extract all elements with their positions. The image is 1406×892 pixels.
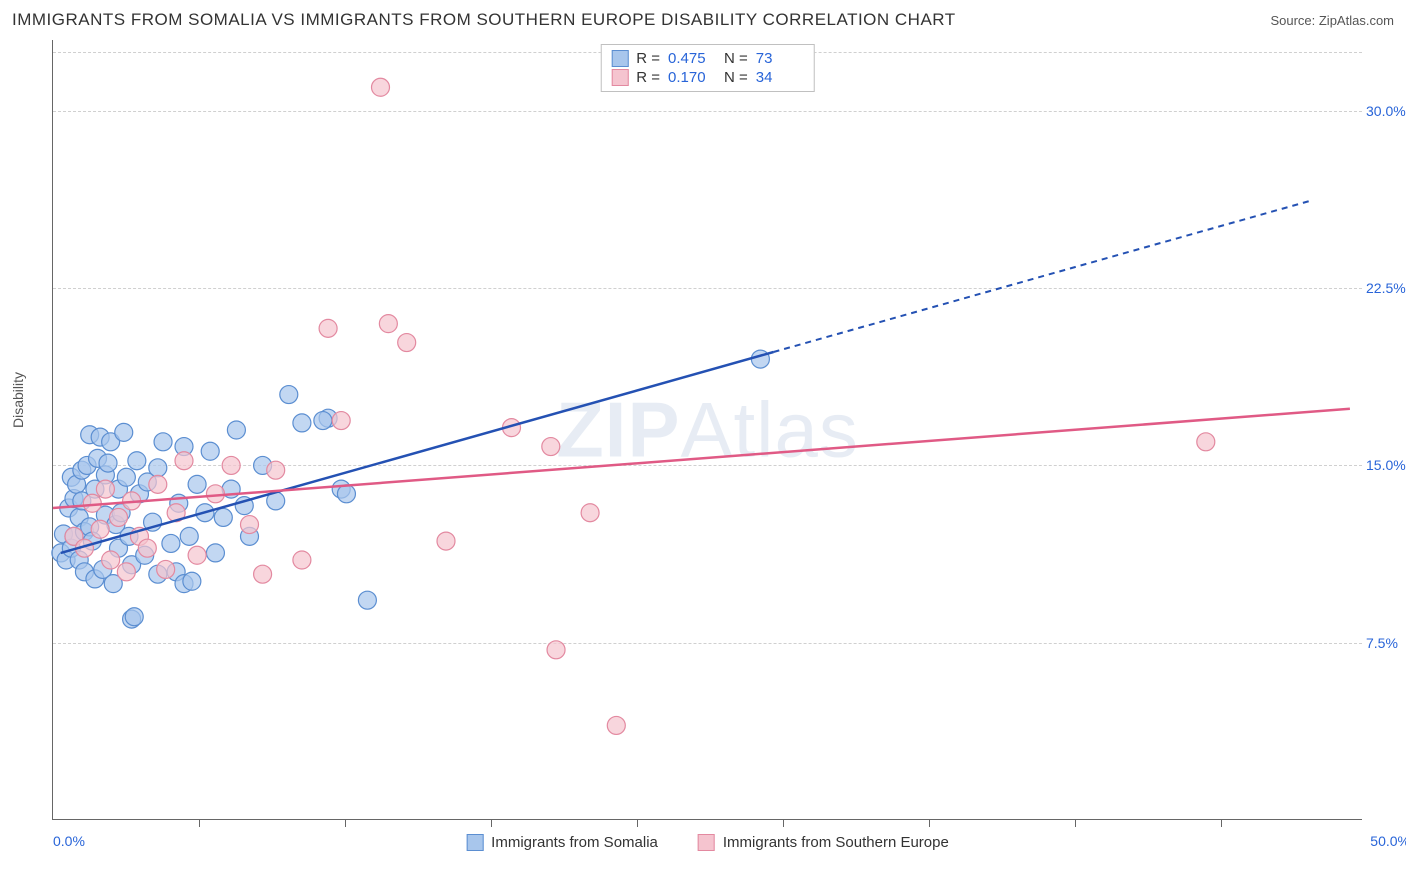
trend-line xyxy=(61,352,774,553)
stats-legend-row: R = 0.170 N = 34 xyxy=(611,68,804,87)
data-point xyxy=(117,563,135,581)
data-point xyxy=(206,544,224,562)
series-legend-item: Immigrants from Somalia xyxy=(466,834,658,851)
y-tick-label: 15.0% xyxy=(1366,457,1406,473)
scatter-svg xyxy=(53,40,1362,819)
x-tick xyxy=(1075,819,1076,827)
n-value: 34 xyxy=(756,69,804,86)
data-point xyxy=(206,485,224,503)
y-tick-label: 30.0% xyxy=(1366,103,1406,119)
data-point xyxy=(437,532,455,550)
data-point xyxy=(125,608,143,626)
series-legend-label: Immigrants from Southern Europe xyxy=(723,834,949,851)
series-legend: Immigrants from Somalia Immigrants from S… xyxy=(466,834,949,851)
x-tick xyxy=(783,819,784,827)
data-point xyxy=(332,412,350,430)
data-point xyxy=(91,520,109,538)
data-point xyxy=(319,319,337,337)
legend-swatch xyxy=(466,834,483,851)
data-point xyxy=(162,534,180,552)
r-label: R = xyxy=(636,69,660,86)
data-point xyxy=(254,565,272,583)
trend-line xyxy=(53,409,1350,508)
data-point xyxy=(293,414,311,432)
data-point xyxy=(542,438,560,456)
x-tick xyxy=(637,819,638,827)
n-label: N = xyxy=(724,69,748,86)
data-point xyxy=(1197,433,1215,451)
y-axis-label: Disability xyxy=(10,372,26,428)
data-point xyxy=(149,475,167,493)
data-point xyxy=(214,508,232,526)
data-point xyxy=(293,551,311,569)
data-point xyxy=(581,504,599,522)
data-point xyxy=(267,461,285,479)
r-value: 0.170 xyxy=(668,69,716,86)
data-point xyxy=(154,433,172,451)
legend-swatch xyxy=(611,69,628,86)
data-point xyxy=(280,386,298,404)
x-tick xyxy=(345,819,346,827)
data-point xyxy=(201,442,219,460)
chart-title: IMMIGRANTS FROM SOMALIA VS IMMIGRANTS FR… xyxy=(12,10,956,30)
x-tick xyxy=(199,819,200,827)
data-point xyxy=(379,315,397,333)
data-point xyxy=(117,468,135,486)
series-legend-label: Immigrants from Somalia xyxy=(491,834,658,851)
data-point xyxy=(222,456,240,474)
data-point xyxy=(157,560,175,578)
data-point xyxy=(188,475,206,493)
data-point xyxy=(102,551,120,569)
data-point xyxy=(180,527,198,545)
data-point xyxy=(138,539,156,557)
data-point xyxy=(372,78,390,96)
data-point xyxy=(241,516,259,534)
trend-line-extrapolated xyxy=(774,201,1311,352)
data-point xyxy=(175,452,193,470)
stats-legend-row: R = 0.475 N = 73 xyxy=(611,49,804,68)
legend-swatch xyxy=(698,834,715,851)
chart-plot-area: ZIPAtlas R =0.475N =73R =0.170N =34 7.5%… xyxy=(52,40,1362,820)
data-point xyxy=(188,546,206,564)
y-tick-label: 7.5% xyxy=(1366,635,1406,651)
data-point xyxy=(358,591,376,609)
data-point xyxy=(99,454,117,472)
data-point xyxy=(227,421,245,439)
source-credit: Source: ZipAtlas.com xyxy=(1270,13,1394,28)
data-point xyxy=(115,423,133,441)
n-label: N = xyxy=(724,50,748,67)
x-axis-max-label: 50.0% xyxy=(1370,833,1406,849)
y-tick-label: 22.5% xyxy=(1366,280,1406,296)
series-legend-item: Immigrants from Southern Europe xyxy=(698,834,949,851)
data-point xyxy=(337,485,355,503)
data-point xyxy=(149,459,167,477)
x-tick xyxy=(929,819,930,827)
data-point xyxy=(96,480,114,498)
x-tick xyxy=(1221,819,1222,827)
x-axis-min-label: 0.0% xyxy=(53,833,85,849)
x-tick xyxy=(491,819,492,827)
data-point xyxy=(183,572,201,590)
data-point xyxy=(398,334,416,352)
data-point xyxy=(110,508,128,526)
r-label: R = xyxy=(636,50,660,67)
data-point xyxy=(314,412,332,430)
r-value: 0.475 xyxy=(668,50,716,67)
data-point xyxy=(128,452,146,470)
stats-legend: R = 0.475 N = 73 R = 0.170 N = 34 xyxy=(600,44,815,92)
data-point xyxy=(607,716,625,734)
data-point xyxy=(547,641,565,659)
legend-swatch xyxy=(611,50,628,67)
n-value: 73 xyxy=(756,50,804,67)
